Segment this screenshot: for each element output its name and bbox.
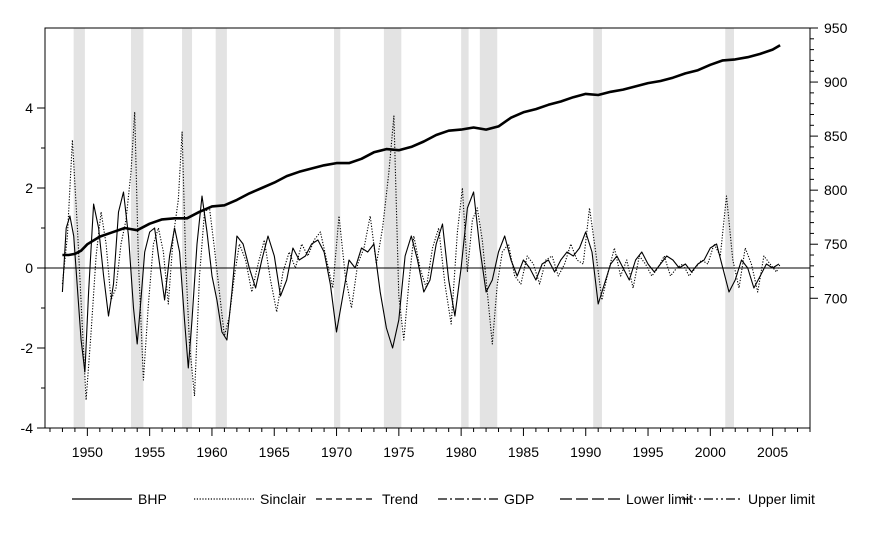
series-lines-group: [61, 44, 781, 401]
right-tick-label: 700: [824, 290, 848, 306]
recession-band-2: [182, 28, 193, 428]
recession-band-7: [479, 28, 498, 428]
recession-shading-group: [73, 28, 734, 428]
plot-frame: [44, 27, 811, 429]
recession-band-3: [215, 28, 227, 428]
recession-band-8: [593, 28, 602, 428]
x-tick-label: 1975: [383, 444, 414, 460]
legend-label-gdp: GDP: [504, 491, 534, 507]
left-tick-label: -2: [21, 340, 34, 356]
right-tick-label: 850: [824, 128, 848, 144]
recession-band-4: [334, 28, 341, 428]
x-tick-label: 2000: [695, 444, 726, 460]
left-tick-label: 0: [25, 260, 33, 276]
right-y-axis: 700 750 800 850 900 950: [810, 20, 848, 306]
series-line-trend: [62, 44, 781, 257]
x-tick-label: 1995: [632, 444, 663, 460]
left-tick-label: 4: [25, 100, 33, 116]
legend-label-bhp: BHP: [138, 491, 167, 507]
x-tick-label: 1980: [446, 444, 477, 460]
left-y-axis: -4 -2 0 2 4: [21, 100, 45, 436]
legend: BHP Sinclair Trend GDP Lower limit Upper limi…: [72, 491, 815, 507]
x-tick-label: 1970: [321, 444, 352, 460]
recession-band-9: [725, 28, 734, 428]
legend-label-lower-limit: Lower limit: [626, 491, 693, 507]
x-axis: 1950 1955 1960 1965 1970 1975 1980 1985 1990 1995…: [49, 428, 811, 460]
legend-label-trend: Trend: [382, 491, 418, 507]
left-tick-label: 2: [25, 180, 33, 196]
x-tick-label: 1960: [196, 444, 227, 460]
series-line-sinclair: [61, 111, 781, 401]
x-tick-label: 1985: [508, 444, 539, 460]
right-tick-label: 900: [824, 74, 848, 90]
x-tick-label: 1990: [570, 444, 601, 460]
legend-label-upper-limit: Upper limit: [748, 491, 815, 507]
x-tick-label: 1955: [134, 444, 165, 460]
recession-band-0: [73, 28, 85, 428]
x-tick-label: 2005: [757, 444, 788, 460]
recession-band-1: [130, 28, 144, 428]
right-tick-label: 800: [824, 182, 848, 198]
right-tick-label: 750: [824, 236, 848, 252]
right-tick-label: 950: [824, 20, 848, 36]
x-tick-label: 1950: [72, 444, 103, 460]
x-tick-label: 1965: [259, 444, 290, 460]
series-line-bhp: [61, 191, 780, 373]
left-tick-label: -4: [21, 420, 34, 436]
legend-label-sinclair: Sinclair: [260, 491, 306, 507]
recession-band-5: [383, 28, 402, 428]
